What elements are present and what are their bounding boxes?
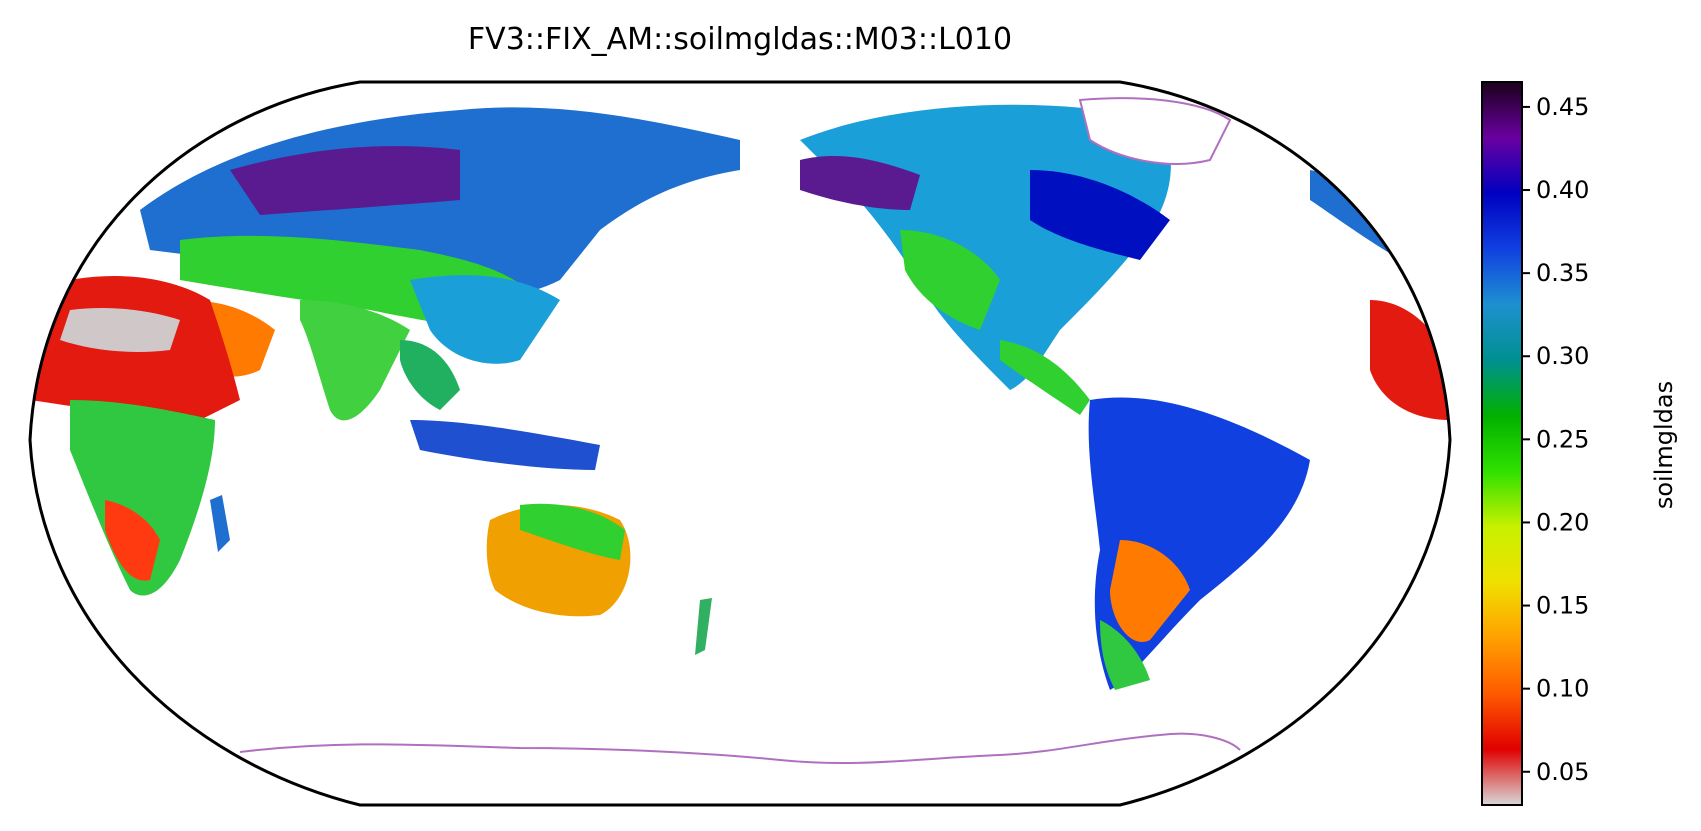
land-africa-south — [70, 400, 215, 596]
land-patagonia — [1110, 540, 1190, 642]
colorbar-ticks: 0.45 0.40 0.35 0.30 0.25 0.20 0.15 0.10 0.05 — [1522, 93, 1589, 786]
land-new-zealand — [695, 598, 712, 655]
land-madagascar — [210, 495, 230, 552]
colorbar-tick-label: 0.40 — [1536, 176, 1589, 204]
land-southeast-asia — [400, 340, 460, 410]
land-australia-green — [520, 503, 625, 560]
land-greenland — [1078, 97, 1232, 165]
land-indonesia — [410, 420, 600, 470]
colorbar-tick-label: 0.20 — [1536, 508, 1589, 536]
colorbar — [1481, 81, 1523, 806]
land-alaska — [800, 155, 920, 210]
colorbar-tick-label: 0.10 — [1536, 675, 1589, 703]
map-area — [30, 97, 1450, 765]
colorbar-tick-label: 0.25 — [1536, 425, 1589, 453]
colorbar-tick-label: 0.45 — [1536, 93, 1589, 121]
land-east-asia — [410, 275, 560, 364]
land-india — [300, 300, 410, 421]
colorbar-tick-label: 0.30 — [1536, 342, 1589, 370]
colorbar-tick-label: 0.05 — [1536, 758, 1589, 786]
land-south-america-south — [1100, 620, 1150, 690]
map-frame — [28, 80, 1452, 807]
land-africa-southwest — [105, 500, 160, 581]
land-us-west — [900, 230, 1000, 330]
colorbar-tick-label: 0.35 — [1536, 259, 1589, 287]
coastline-antarctica — [239, 732, 1241, 765]
map-title: FV3::FIX_AM::soilmgldas::M03::L010 — [467, 22, 1013, 57]
land-central-america — [1000, 340, 1090, 415]
colorbar-label: soilmgldas — [1650, 381, 1678, 509]
land-sahara-gray — [60, 308, 180, 352]
colorbar-tick-label: 0.15 — [1536, 592, 1589, 620]
land-siberia — [230, 146, 460, 215]
land-canada-east — [1030, 170, 1170, 260]
